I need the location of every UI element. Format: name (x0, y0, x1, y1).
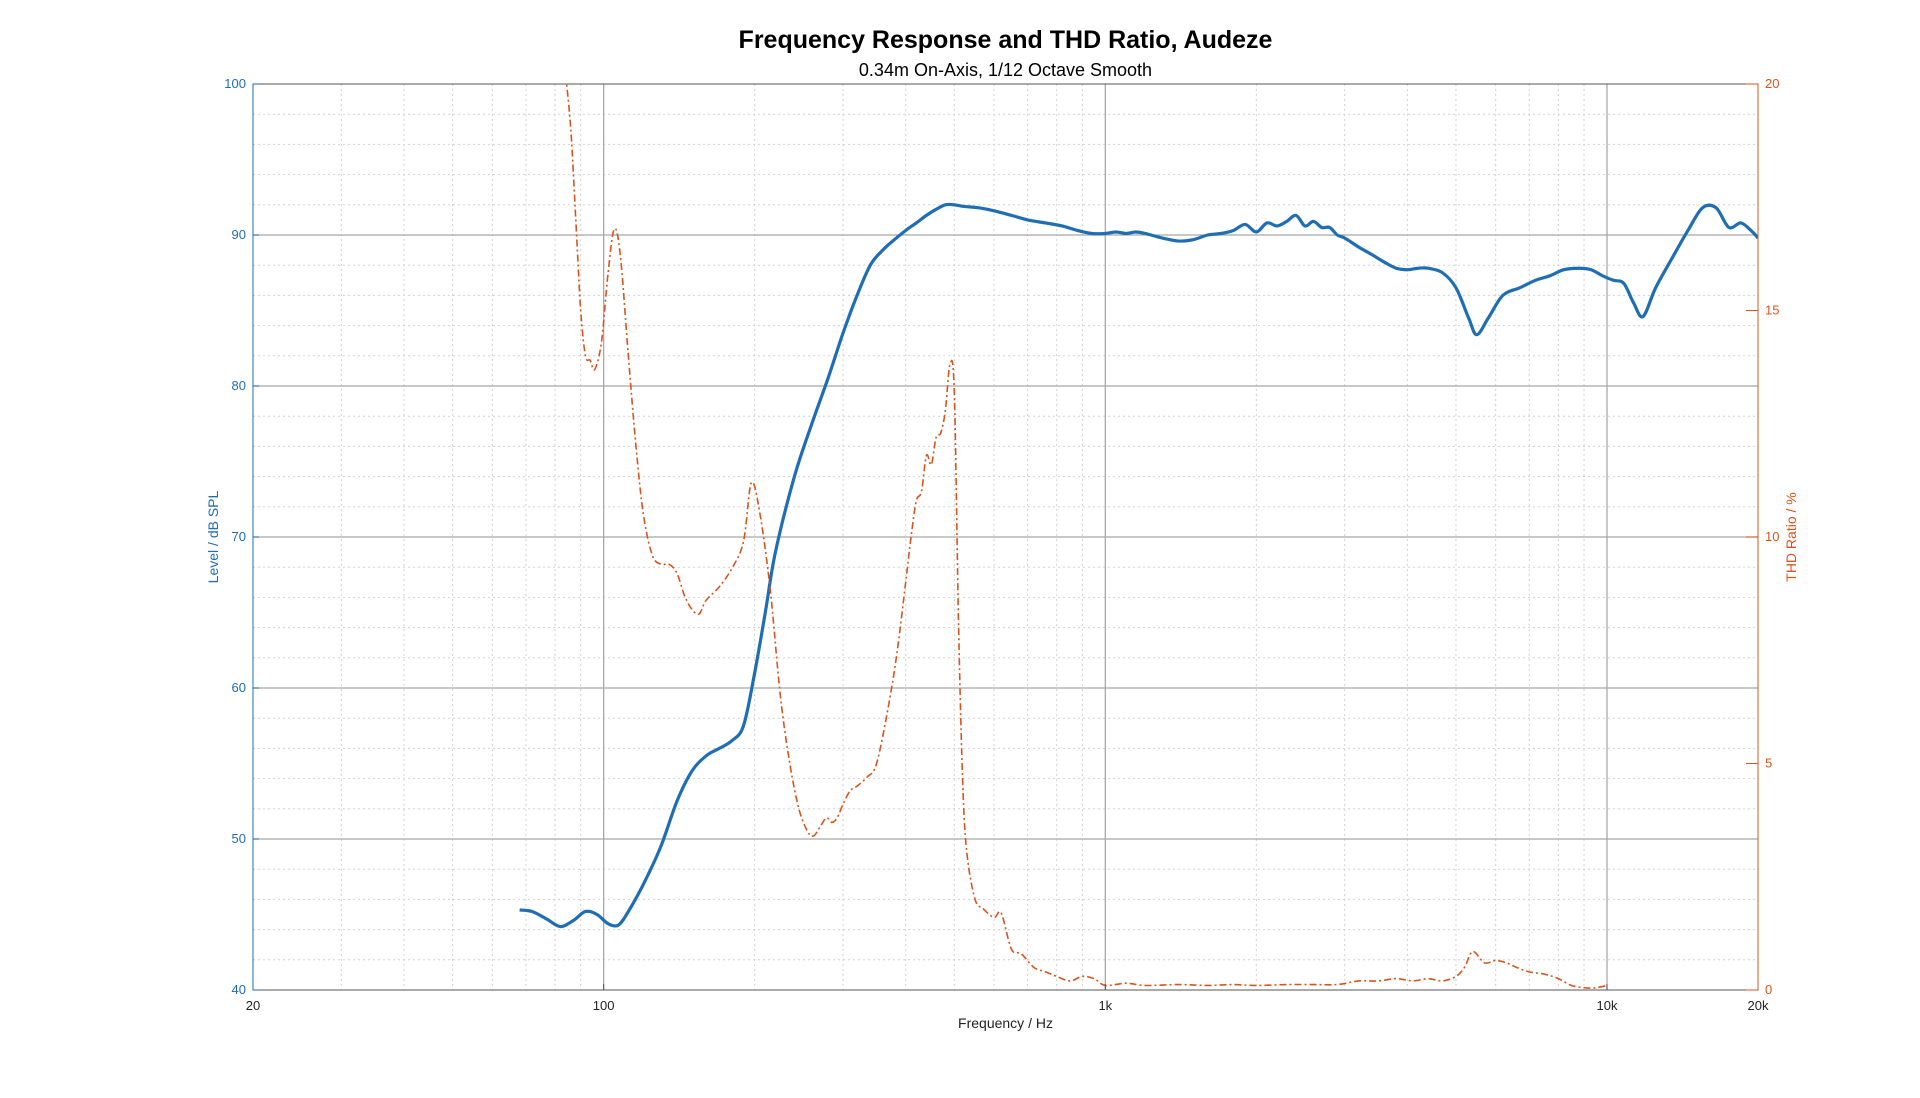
y-tick-label-left: 70 (232, 529, 246, 544)
x-tick-label: 20 (246, 998, 260, 1013)
y-axis-label-left: Level / dB SPL (205, 490, 221, 583)
y-axis-label-right: THD Ratio / % (1783, 492, 1799, 581)
chart-subtitle: 0.34m On-Axis, 1/12 Octave Smooth (859, 60, 1152, 80)
y-tick-label-left: 100 (224, 76, 246, 91)
thd-series-line (565, 84, 1608, 989)
y-tick-label-left: 50 (232, 831, 246, 846)
level-series-line (519, 202, 1758, 929)
y-tick-label-right: 15 (1765, 303, 1779, 318)
y-tick-label-left: 90 (232, 227, 246, 242)
y-tick-label-right: 5 (1765, 756, 1772, 771)
x-tick-label: 100 (593, 998, 615, 1013)
y-tick-label-left: 60 (232, 680, 246, 695)
y-tick-label-left: 80 (232, 378, 246, 393)
x-axis-label: Frequency / Hz (958, 1015, 1053, 1031)
x-tick-label: 10k (1596, 998, 1617, 1013)
y-tick-label-right: 20 (1765, 76, 1779, 91)
y-tick-label-right: 0 (1765, 982, 1772, 997)
series-group (519, 84, 1758, 989)
y-tick-label-left: 40 (232, 982, 246, 997)
grid (253, 84, 1758, 990)
x-tick-label: 20k (1748, 998, 1769, 1013)
tick-labels: 20 100 1k 10k 20k 40 50 60 70 80 90 100 0 5 10 15 20 (224, 76, 1779, 1013)
y-tick-label-right: 10 (1765, 529, 1779, 544)
x-tick-label: 1k (1098, 998, 1112, 1013)
chart-title: Frequency Response and THD Ratio, Audeze (739, 26, 1273, 54)
